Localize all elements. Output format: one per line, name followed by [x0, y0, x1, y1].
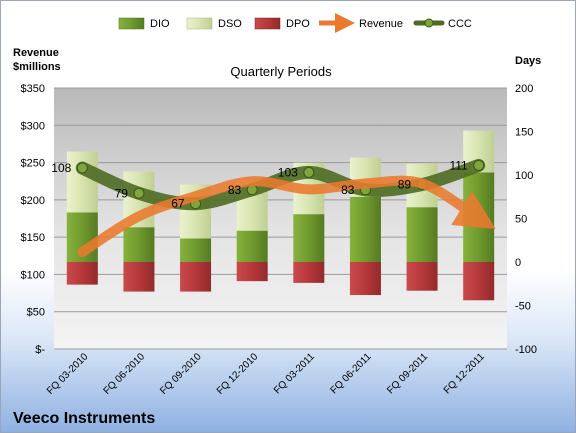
- left-axis-title-line2: $millions: [13, 61, 61, 73]
- x-tick-label: FQ 09-2010: [158, 351, 204, 397]
- dso-bar: [66, 151, 98, 213]
- dpo-bar: [293, 262, 325, 283]
- x-tick-label: FQ 06-2011: [329, 351, 374, 396]
- left-tick-label: $250: [21, 158, 45, 170]
- x-tick-label: FQ 06-2010: [102, 351, 148, 397]
- dio-bar: [180, 238, 212, 262]
- legend-label-revenue: Revenue: [359, 18, 403, 30]
- left-tick-label: $50: [27, 307, 45, 319]
- company-name: Veeco Instruments: [13, 410, 155, 427]
- left-tick-label: $-: [35, 344, 45, 356]
- right-tick-label: 200: [515, 83, 533, 95]
- right-tick-label: 50: [515, 214, 527, 226]
- right-tick-label: -50: [515, 301, 531, 313]
- ccc-marker: [303, 166, 315, 178]
- left-tick-label: $350: [21, 83, 45, 95]
- chart-title: Quarterly Periods: [230, 64, 332, 79]
- ccc-data-label: 103: [278, 165, 298, 179]
- left-tick-label: $300: [21, 120, 45, 132]
- x-tick-label: FQ 03-2010: [45, 351, 91, 397]
- x-tick-label: FQ 12-2011: [442, 351, 487, 396]
- dpo-bar: [236, 262, 268, 282]
- ccc-marker: [133, 187, 145, 199]
- ccc-data-label: 89: [398, 178, 412, 192]
- dpo-bar: [349, 262, 381, 296]
- dpo-bar: [66, 262, 98, 285]
- dio-bar: [236, 230, 268, 262]
- ccc-data-label: 79: [115, 186, 129, 200]
- dpo-bar: [406, 262, 438, 291]
- dpo-bar: [180, 262, 212, 292]
- data-labels: 108 79 67 83 103 83 89 111: [51, 158, 468, 210]
- left-tick-label: $100: [21, 269, 45, 281]
- x-tick-label: FQ 03-2011: [272, 351, 317, 396]
- right-axis-title: Days: [515, 55, 541, 67]
- dio-bar: [406, 207, 438, 262]
- left-axis-ticks: $- $50 $100 $150 $200 $250 $300 $350: [21, 83, 46, 356]
- x-tick-label: FQ 09-2011: [385, 351, 430, 396]
- revenue-line: [77, 175, 496, 258]
- dpo-bar: [123, 262, 155, 292]
- right-tick-label: -100: [515, 344, 537, 356]
- legend-label-dso: DSO: [218, 18, 242, 30]
- ccc-data-label: 111: [449, 158, 468, 172]
- dio-bar: [293, 214, 325, 262]
- legend-label-dpo: DPO: [286, 18, 310, 30]
- right-axis-ticks: -100 -50 0 50 100 150 200: [515, 83, 537, 356]
- dio-bar: [349, 196, 381, 262]
- ccc-marker: [76, 162, 88, 174]
- legend-label-ccc: CCC: [448, 18, 472, 30]
- legend-label-dio: DIO: [150, 18, 170, 30]
- right-tick-label: 150: [515, 127, 533, 139]
- legend-swatch-dso: [186, 17, 213, 30]
- ccc-data-label: 83: [341, 183, 355, 197]
- legend-swatch-dpo: [254, 17, 281, 30]
- plot-area: [54, 88, 507, 349]
- legend: DIO DSO DPO Revenue CCC: [118, 13, 472, 33]
- x-tick-label: FQ 12-2010: [215, 351, 261, 397]
- ccc-data-label: 83: [228, 183, 242, 197]
- right-tick-label: 100: [515, 170, 533, 182]
- legend-swatch-ccc-marker: [424, 18, 434, 28]
- lines: [75, 158, 496, 258]
- right-tick-label: 0: [515, 257, 521, 269]
- x-axis-ticks: FQ 03-2010 FQ 06-2010 FQ 09-2010 FQ 12-2010…: [45, 351, 487, 397]
- ccc-marker: [473, 159, 485, 171]
- ccc-data-label: 108: [51, 161, 71, 175]
- dpo-bar: [463, 262, 495, 301]
- dio-bar: [123, 227, 155, 262]
- left-tick-label: $150: [21, 232, 45, 244]
- ccc-data-label: 67: [171, 197, 185, 211]
- left-axis-title-line1: Revenue: [13, 47, 59, 59]
- legend-swatch-dio: [118, 17, 145, 30]
- left-tick-label: $200: [21, 195, 45, 207]
